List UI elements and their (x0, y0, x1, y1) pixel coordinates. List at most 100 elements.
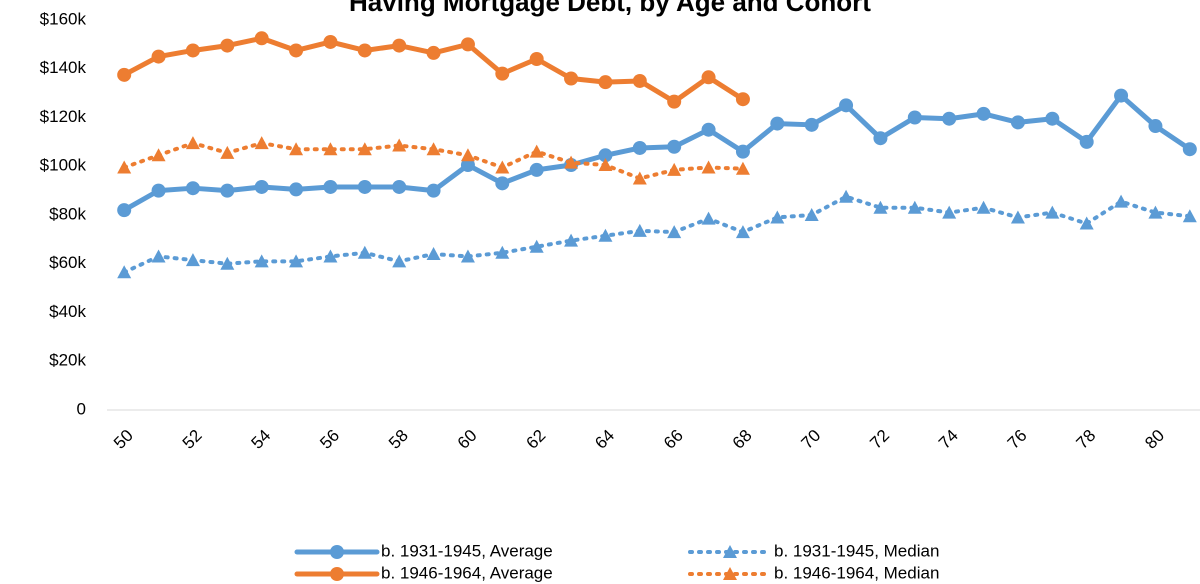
point (564, 71, 579, 86)
point (254, 31, 269, 46)
point (1114, 88, 1129, 103)
point (392, 138, 407, 152)
point (323, 179, 338, 194)
point (701, 70, 716, 85)
x-tick-label: 50 (110, 426, 137, 453)
y-tick-label: $60k (49, 253, 86, 272)
point (117, 265, 132, 279)
point (117, 67, 132, 82)
point (1079, 134, 1094, 149)
point (1114, 194, 1129, 208)
legend-label: b. 1946-1964, Average (381, 563, 553, 582)
point (1182, 142, 1197, 157)
point (529, 144, 544, 158)
legend-label: b. 1946-1964, Median (774, 563, 939, 582)
point (701, 122, 716, 137)
point (220, 145, 235, 159)
point (357, 142, 372, 156)
point (632, 140, 647, 155)
series-line (121, 93, 1193, 213)
x-tick-label: 52 (179, 426, 206, 453)
point (254, 136, 269, 150)
point (426, 183, 441, 198)
point (770, 210, 785, 224)
point (907, 110, 922, 125)
point (632, 73, 647, 88)
point (1010, 115, 1025, 130)
point (632, 171, 647, 185)
y-tick-label: $140k (40, 58, 87, 77)
legend-label: b. 1931-1945, Average (381, 541, 553, 560)
x-tick-label: 76 (1004, 426, 1031, 453)
point (529, 239, 544, 253)
point (426, 247, 441, 260)
point (392, 179, 407, 194)
point (564, 155, 579, 169)
point (254, 254, 269, 268)
point (289, 254, 304, 268)
point (873, 200, 888, 214)
point (632, 223, 647, 237)
legend-label: b. 1931-1945, Median (774, 541, 939, 560)
point (667, 139, 682, 154)
point (976, 200, 991, 214)
legend-marker (330, 567, 344, 581)
x-tick-label: 78 (1073, 426, 1100, 453)
point (529, 52, 544, 66)
point (323, 142, 338, 156)
point (220, 183, 235, 198)
point (460, 249, 475, 263)
point (1148, 119, 1163, 134)
point (735, 144, 750, 159)
point (117, 203, 132, 218)
point (289, 182, 304, 197)
point (1079, 216, 1094, 230)
y-tick-label: $120k (40, 107, 87, 126)
x-tick-label: 58 (385, 426, 412, 453)
point (701, 211, 716, 225)
point (839, 98, 854, 113)
point (151, 148, 166, 162)
point (185, 136, 200, 150)
point (735, 161, 750, 175)
point (460, 148, 475, 162)
point (426, 142, 441, 156)
point (598, 228, 613, 242)
legend-marker (723, 545, 737, 558)
x-tick-label: 54 (248, 426, 275, 453)
point (357, 179, 372, 194)
y-tick-label: $100k (40, 156, 87, 175)
point (667, 94, 682, 109)
x-tick-label: 62 (523, 426, 550, 453)
point (598, 75, 613, 90)
x-tick-label: 68 (729, 426, 756, 453)
point (185, 253, 200, 267)
point (185, 43, 200, 58)
point (289, 142, 304, 156)
point (804, 117, 819, 132)
series-line (122, 194, 1192, 275)
point (1045, 111, 1060, 126)
point (942, 205, 957, 219)
point (735, 225, 750, 239)
point (357, 245, 372, 259)
point (151, 49, 166, 64)
point (839, 189, 854, 203)
point (357, 43, 372, 58)
point (151, 183, 166, 198)
y-tick-label: $160k (40, 9, 87, 28)
point (667, 162, 682, 176)
y-tick-label: 0 (77, 399, 86, 418)
point (598, 158, 613, 172)
legend-marker (723, 567, 737, 580)
point (392, 38, 407, 53)
point (1182, 209, 1197, 223)
x-tick-label: 66 (660, 426, 687, 453)
point (873, 131, 888, 146)
x-tick-label: 74 (935, 426, 962, 453)
point (323, 34, 338, 49)
point (735, 92, 750, 107)
point (460, 37, 475, 52)
point (942, 111, 957, 126)
